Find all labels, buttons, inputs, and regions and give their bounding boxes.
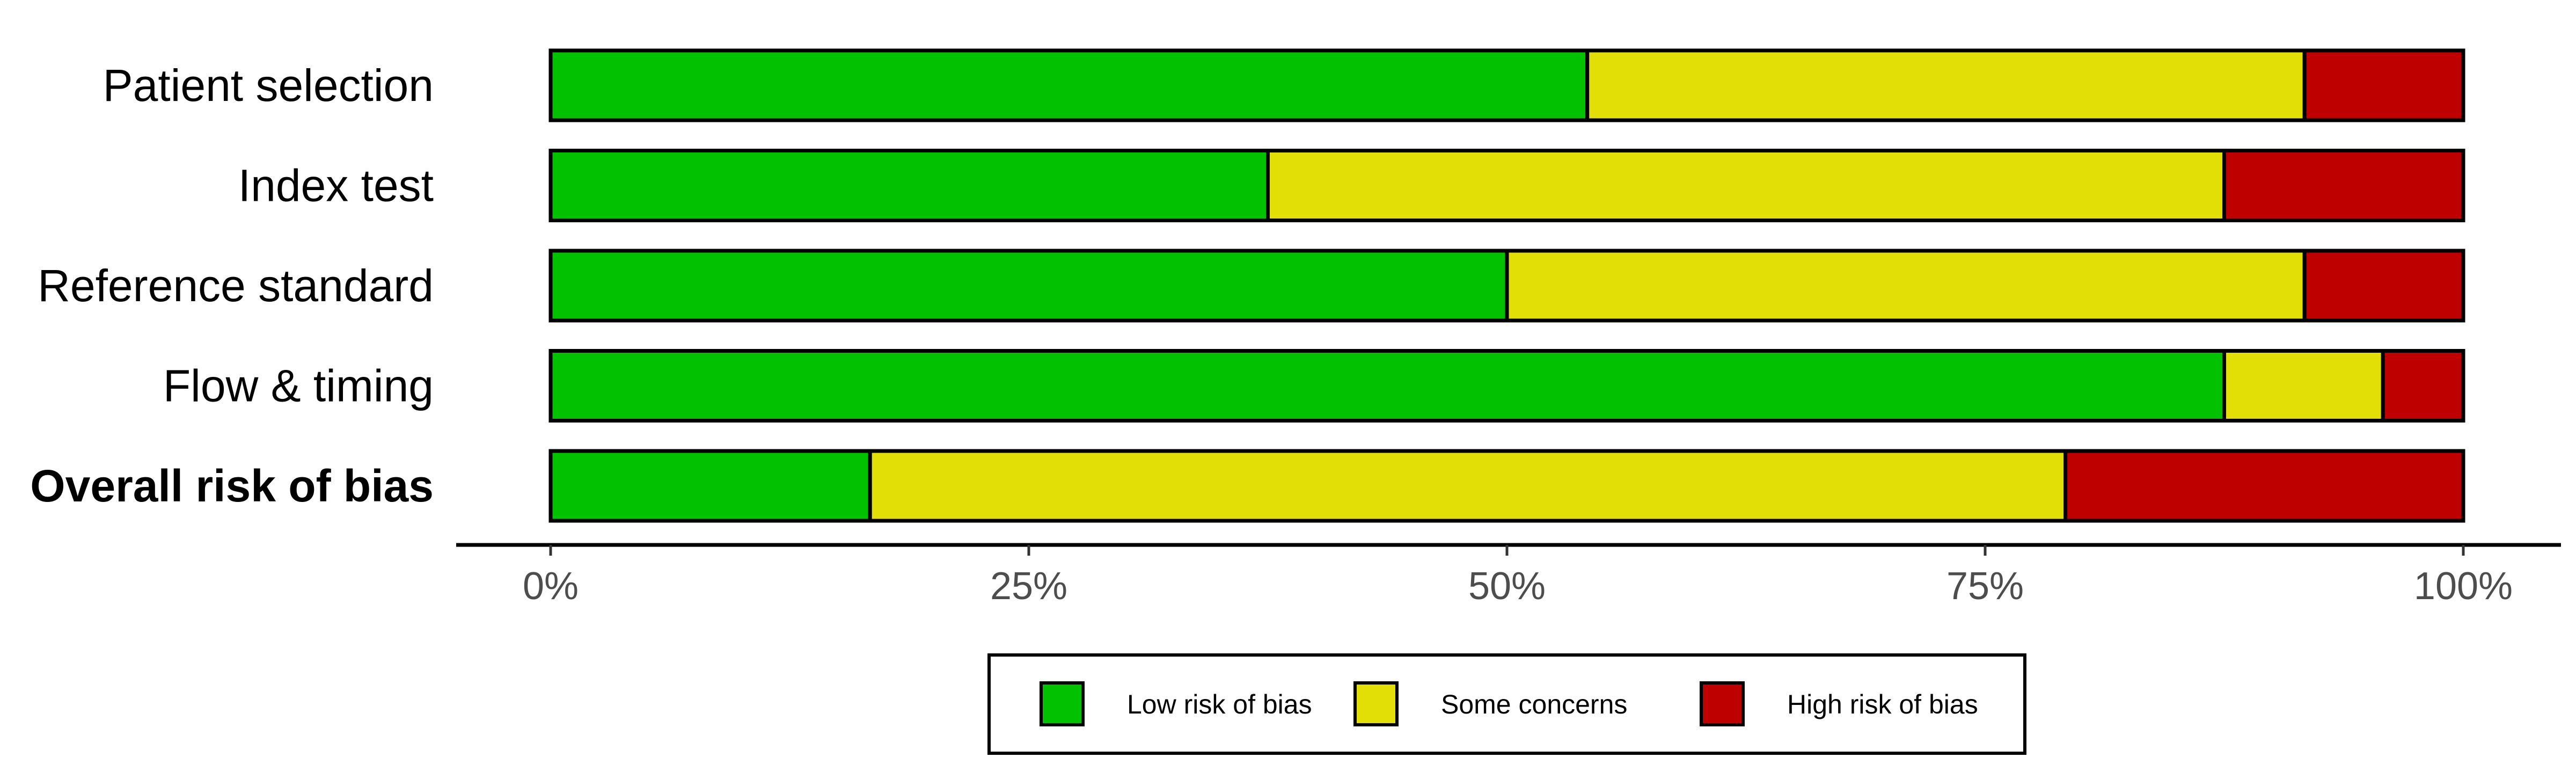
bar-reference-standard-some-concerns (1505, 249, 2307, 323)
legend-key-some-concerns (1353, 681, 1399, 726)
legend-key-low-risk-of-bias (1040, 681, 1085, 726)
x-tick-label-3: 75% (1946, 565, 2024, 608)
bar-index-test-some-concerns (1266, 149, 2226, 222)
bar-index-test-high-risk-of-bias (2222, 149, 2465, 222)
bar-flow-timing-low-risk-of-bias (548, 349, 2226, 423)
category-label-reference-standard: Reference standard (38, 260, 434, 311)
legend-label-high-risk-of-bias: High risk of bias (1787, 689, 1978, 719)
x-tick-label-0: 0% (523, 565, 579, 608)
bar-patient-selection-high-risk-of-bias (2302, 48, 2465, 122)
category-label-flow-timing: Flow & timing (163, 361, 434, 411)
category-labels: Patient selection Index test Reference sta… (30, 60, 434, 511)
bar-overall-risk-of-bias-high-risk-of-bias (2063, 449, 2465, 523)
bar-flow-timing-high-risk-of-bias (2381, 349, 2465, 423)
bars-layer (548, 48, 2465, 523)
legend-label-low-risk-of-bias: Low risk of bias (1127, 689, 1312, 719)
bar-index-test-low-risk-of-bias (548, 149, 1270, 222)
bar-overall-risk-of-bias-some-concerns (868, 449, 2068, 523)
legend-label-some-concerns: Some concerns (1441, 689, 1627, 719)
bar-patient-selection-some-concerns (1585, 48, 2307, 122)
bar-overall-risk-of-bias-low-risk-of-bias (548, 449, 872, 523)
x-axis: 0% 25% 50% 75% 100% (456, 543, 2561, 608)
bar-patient-selection-low-risk-of-bias (548, 48, 1590, 122)
category-label-overall-risk-of-bias: Overall risk of bias (30, 461, 434, 511)
x-tick-label-4: 100% (2414, 565, 2513, 608)
bar-flow-timing-some-concerns (2222, 349, 2385, 423)
bar-reference-standard-low-risk-of-bias (548, 249, 1509, 323)
legend-key-high-risk-of-bias (1700, 681, 1745, 726)
category-label-patient-selection: Patient selection (103, 60, 434, 111)
category-label-index-test: Index test (238, 161, 434, 211)
bar-reference-standard-high-risk-of-bias (2302, 249, 2465, 323)
legend-box (987, 653, 2026, 755)
x-tick-label-2: 50% (1468, 565, 1546, 608)
x-tick-label-1: 25% (990, 565, 1067, 608)
legend: Low risk of bias Some concerns High risk o… (987, 653, 2026, 755)
